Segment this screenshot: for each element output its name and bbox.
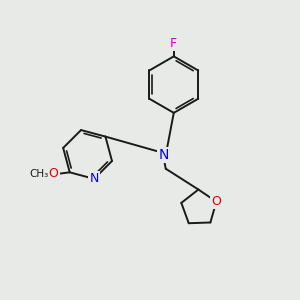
Text: F: F bbox=[170, 38, 177, 50]
Text: CH₃: CH₃ bbox=[29, 169, 48, 179]
Text: O: O bbox=[212, 195, 221, 208]
Text: N: N bbox=[158, 148, 169, 162]
Text: N: N bbox=[89, 172, 99, 185]
Text: O: O bbox=[49, 167, 58, 180]
